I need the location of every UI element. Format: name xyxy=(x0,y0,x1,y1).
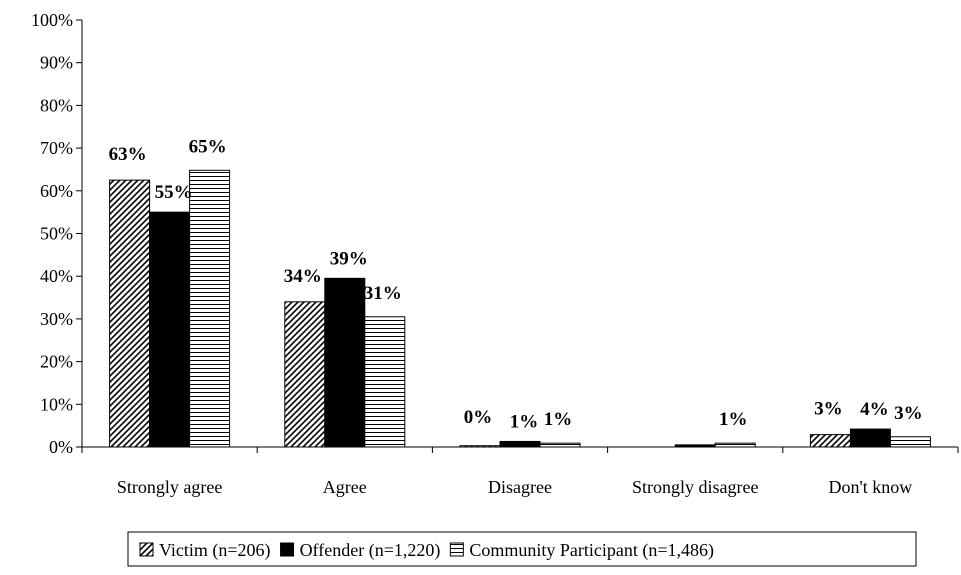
bar xyxy=(849,428,891,448)
x-category-label: Agree xyxy=(323,477,367,497)
legend: Victim (n=206) Offender (n=1,220) Communit… xyxy=(127,531,917,567)
bar xyxy=(189,169,231,448)
y-tick-label: 40% xyxy=(40,266,73,286)
legend-swatch xyxy=(280,542,295,557)
bar xyxy=(499,440,541,448)
data-label: 1% xyxy=(544,409,573,430)
legend-swatch xyxy=(449,542,464,557)
bars xyxy=(109,169,931,448)
legend-label: Victim (n=206) xyxy=(159,540,271,561)
legend-label: Offender (n=1,220) xyxy=(300,540,441,561)
bar xyxy=(539,442,581,448)
y-tick-label: 80% xyxy=(40,95,73,115)
y-tick-label: 10% xyxy=(40,394,73,414)
bar xyxy=(714,442,756,448)
x-category-label: Don't know xyxy=(829,477,913,497)
data-label: 65% xyxy=(189,136,227,157)
x-category-label: Strongly agree xyxy=(117,477,222,497)
y-tick-label: 100% xyxy=(31,10,73,30)
bar xyxy=(109,179,151,448)
bar xyxy=(324,277,366,448)
data-label: 39% xyxy=(330,248,368,269)
y-tick-label: 0% xyxy=(49,437,73,457)
y-tick-label: 60% xyxy=(40,181,73,201)
x-category-label: Disagree xyxy=(488,477,552,497)
data-label: 3% xyxy=(894,403,923,424)
bar xyxy=(284,301,326,448)
y-tick-label: 30% xyxy=(40,309,73,329)
y-tick-label: 70% xyxy=(40,138,73,158)
y-tick-label: 20% xyxy=(40,352,73,372)
data-label: 31% xyxy=(364,283,402,304)
data-labels: 63%55%65%34%39%31%0% 1% 1% 1% 3% 4% 3% xyxy=(109,136,923,432)
bar xyxy=(459,445,501,448)
bar xyxy=(889,436,931,448)
bar xyxy=(674,444,716,448)
data-label: 55% xyxy=(155,182,193,203)
legend-label: Community Participant (n=1,486) xyxy=(469,540,714,561)
legend-box xyxy=(127,531,917,567)
y-tick-label: 90% xyxy=(40,53,73,73)
data-label: 63% xyxy=(109,144,147,165)
data-label: 1% xyxy=(719,409,748,430)
y-tick-label: 50% xyxy=(40,224,73,244)
data-label: 4% xyxy=(860,399,889,420)
data-label: 34% xyxy=(284,266,322,287)
data-label: 1% xyxy=(510,411,539,432)
data-label: 0% xyxy=(464,407,493,428)
x-category-label: Strongly disagree xyxy=(632,477,758,497)
bar xyxy=(364,316,406,448)
bar xyxy=(149,211,191,448)
legend-swatch xyxy=(139,542,154,557)
bar xyxy=(809,434,851,448)
data-label: 3% xyxy=(814,399,843,420)
